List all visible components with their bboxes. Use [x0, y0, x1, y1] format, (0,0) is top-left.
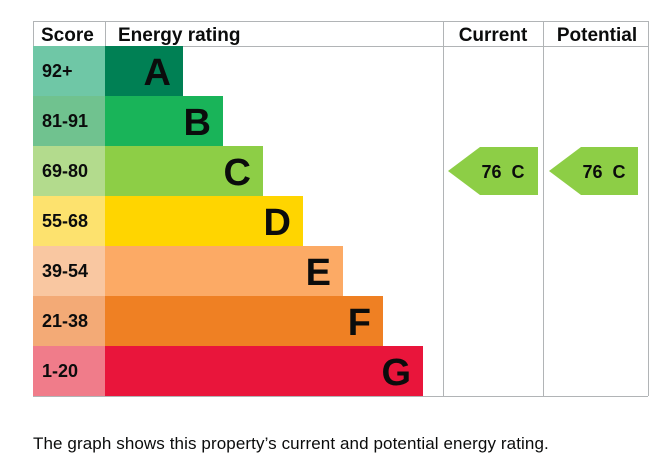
header-potential: Potential	[557, 25, 637, 46]
score-cell-a	[33, 46, 105, 96]
rating-bands: 92+ A 81-91 B 69-80 C 55-68 D 39-54 E 21-38 F 1-20 G	[33, 46, 423, 396]
band-bar-b	[105, 96, 223, 146]
band-letter-b: B	[184, 102, 211, 144]
score-label-a: 92+	[42, 61, 73, 81]
band-letter-a: A	[144, 52, 171, 94]
score-label-f: 21-38	[42, 311, 88, 331]
chart-headers: Score Energy rating Current Potential	[41, 25, 637, 46]
score-cell-d	[33, 196, 105, 246]
score-label-b: 81-91	[42, 111, 88, 131]
band-letter-e: E	[306, 252, 331, 294]
epc-chart: Score Energy rating Current Potential 92…	[33, 21, 649, 397]
header-score: Score	[41, 25, 94, 46]
potential-rating-label: 76 C	[582, 162, 625, 182]
current-rating-label: 76 C	[481, 162, 524, 182]
band-bar-e	[105, 246, 343, 296]
score-cell-f	[33, 296, 105, 346]
band-bar-a	[105, 46, 183, 96]
potential-marker	[549, 147, 638, 195]
band-letter-c: C	[224, 152, 251, 194]
rating-markers: 76 C 76 C	[448, 147, 638, 195]
score-label-g: 1-20	[42, 361, 78, 381]
score-label-d: 55-68	[42, 211, 88, 231]
band-bar-g	[105, 346, 423, 396]
current-marker	[448, 147, 538, 195]
band-letter-g: G	[381, 352, 411, 394]
score-cell-g	[33, 346, 105, 396]
band-bar-f	[105, 296, 383, 346]
score-cell-b	[33, 96, 105, 146]
chart-caption: The graph shows this property’s current …	[33, 434, 549, 453]
band-letter-f: F	[348, 302, 371, 344]
band-letter-d: D	[264, 202, 291, 244]
score-label-e: 39-54	[42, 261, 88, 281]
score-label-c: 69-80	[42, 161, 88, 181]
header-current: Current	[459, 25, 528, 46]
score-cell-c	[33, 146, 105, 196]
score-cell-e	[33, 246, 105, 296]
band-bar-c	[105, 146, 263, 196]
band-bar-d	[105, 196, 303, 246]
header-energy-rating: Energy rating	[118, 25, 240, 46]
